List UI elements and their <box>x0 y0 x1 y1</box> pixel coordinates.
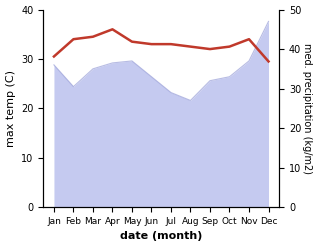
X-axis label: date (month): date (month) <box>120 231 203 242</box>
Y-axis label: med. precipitation (kg/m2): med. precipitation (kg/m2) <box>302 43 313 174</box>
Y-axis label: max temp (C): max temp (C) <box>5 70 16 147</box>
